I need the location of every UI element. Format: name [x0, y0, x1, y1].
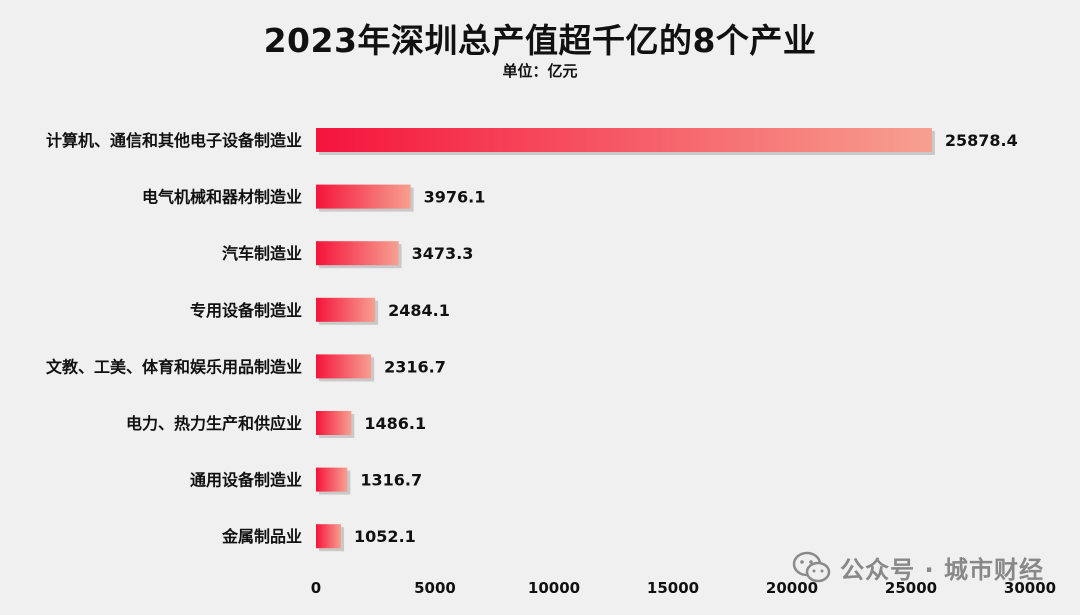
bar — [316, 297, 376, 322]
value-label: 1316.7 — [360, 471, 422, 490]
value-label: 25878.4 — [945, 131, 1018, 150]
value-label: 3473.3 — [412, 244, 474, 263]
bar — [316, 241, 399, 266]
x-tick-label: 25000 — [885, 579, 937, 597]
category-label: 通用设备制造业 — [190, 471, 302, 490]
bars-layer — [316, 128, 935, 552]
x-tick-label: 0 — [311, 579, 321, 597]
category-label: 计算机、通信和其他电子设备制造业 — [46, 131, 302, 150]
value-label: 1052.1 — [354, 527, 416, 546]
x-tick-label: 15000 — [647, 579, 699, 597]
x-tick-label: 30000 — [1004, 579, 1056, 597]
bar — [316, 354, 372, 379]
category-label: 汽车制造业 — [222, 244, 302, 263]
value-label: 3976.1 — [424, 188, 486, 207]
bar — [316, 128, 932, 152]
wechat-icon — [792, 551, 831, 582]
chart-subtitle: 单位：亿元 — [502, 62, 578, 80]
watermark: 公众号 · 城市财经 — [792, 550, 1044, 585]
watermark-text: 公众号 · 城市财经 — [840, 556, 1044, 584]
bar — [316, 411, 352, 435]
value-labels: 25878.4 3976.1 3473.3 2484.1 2316.7 1486.1 131… — [354, 131, 1018, 546]
value-label: 2316.7 — [384, 357, 446, 376]
category-label: 电力、热力生产和供应业 — [126, 414, 302, 433]
category-label: 金属制品业 — [221, 527, 302, 546]
bar — [316, 184, 411, 209]
category-label: 文教、工美、体育和娱乐用品制造业 — [46, 357, 302, 376]
x-tick-label: 20000 — [766, 579, 818, 597]
value-label: 2484.1 — [388, 301, 450, 320]
category-label: 电气机械和器材制造业 — [142, 188, 302, 207]
bar — [316, 524, 342, 549]
x-axis-ticks: 0 5000 10000 15000 20000 25000 30000 — [311, 579, 1056, 597]
bar — [316, 467, 348, 492]
x-tick-label: 5000 — [414, 579, 456, 597]
category-label: 专用设备制造业 — [190, 301, 302, 320]
x-tick-label: 10000 — [528, 579, 580, 597]
value-label: 1486.1 — [364, 414, 426, 433]
chart-title: 2023年深圳总产值超千亿的8个产业 — [263, 21, 817, 60]
category-labels: 计算机、通信和其他电子设备制造业电气机械和器材制造业汽车制造业专用设备制造业文教… — [46, 131, 302, 546]
